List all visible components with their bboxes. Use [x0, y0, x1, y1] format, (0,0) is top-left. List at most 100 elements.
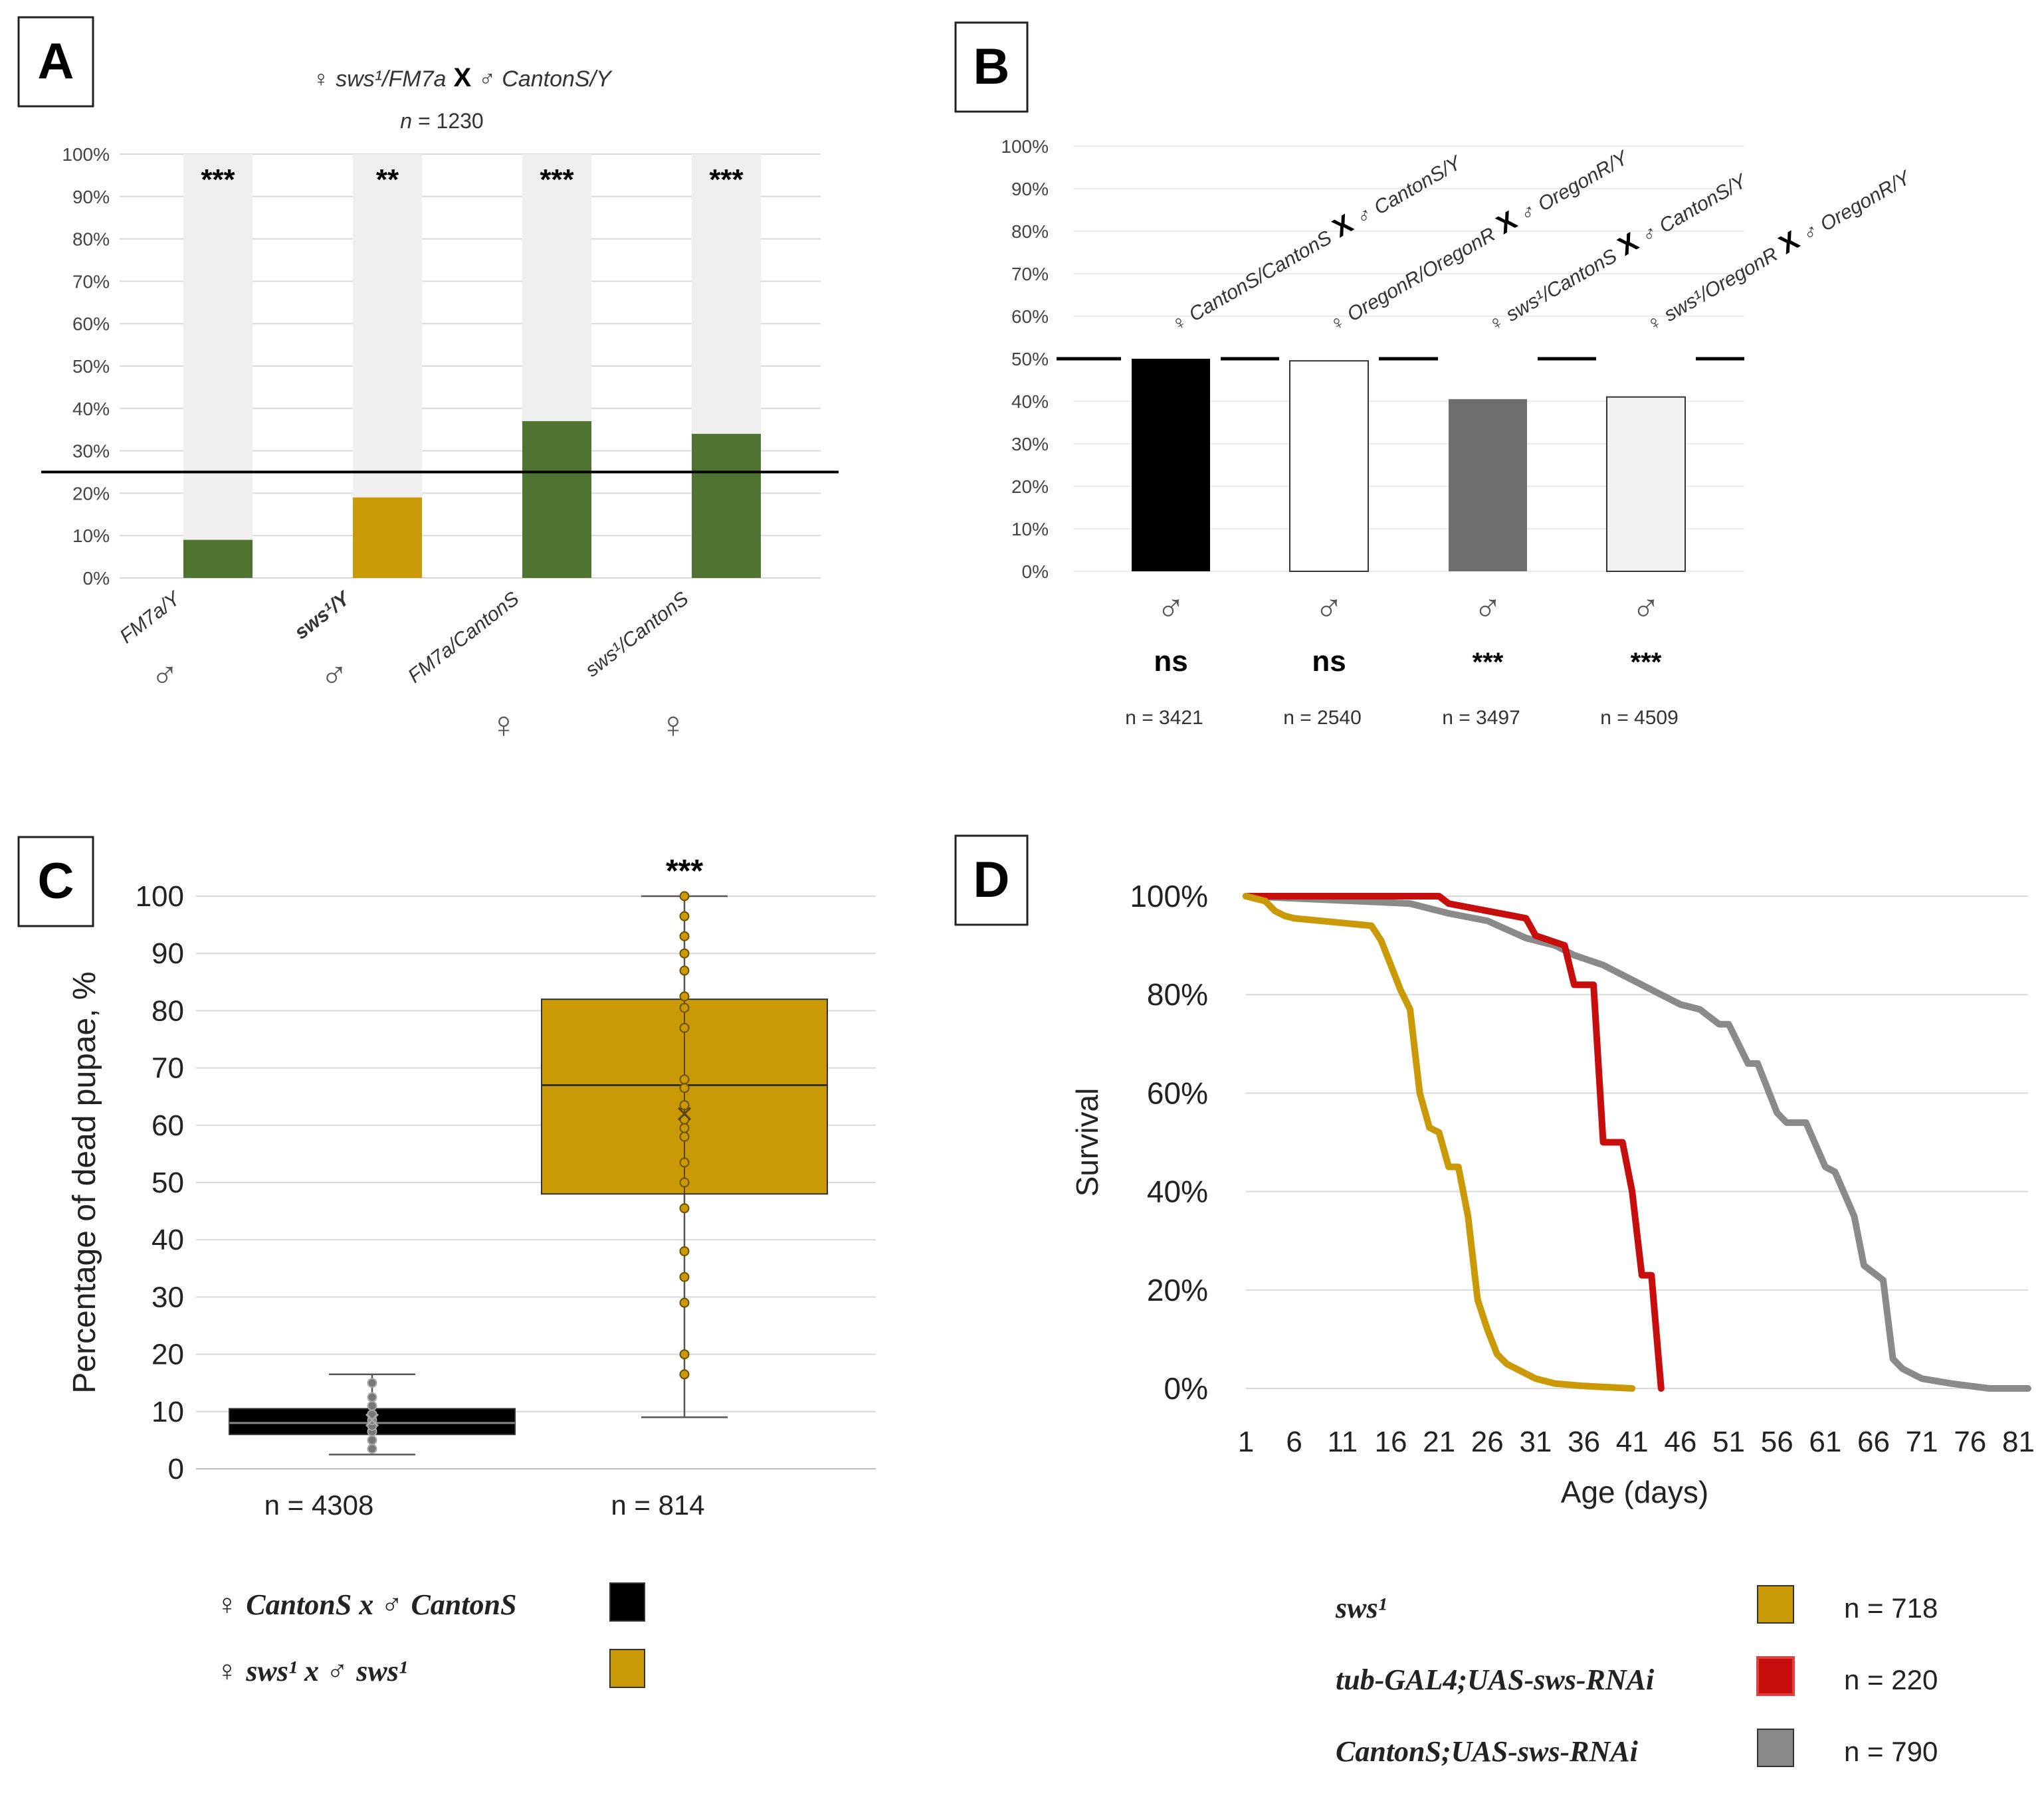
panel-a-ytick: 100% [62, 144, 110, 165]
panel-d-ytick: 100% [1130, 879, 1208, 913]
panel-c-data-point [679, 948, 690, 959]
panel-c-ylabel: Percentage of dead pupae, % [67, 971, 102, 1393]
panel-c-data-point [679, 1177, 690, 1188]
panel-d-survival-line [1243, 893, 1665, 1392]
panel-d-xtick: 16 [1374, 1426, 1407, 1458]
panel-c-significance: *** [666, 854, 703, 889]
panel-b-sex-symbol: ♂ [1314, 587, 1344, 630]
panel-a-title: ♀ sws¹/FM7a X ♂ CantonS/Y [312, 63, 613, 92]
panel-d-survival-line [1243, 893, 2031, 1392]
panel-c-data-point [367, 1400, 377, 1411]
panel-b-ytick: 80% [1011, 221, 1049, 242]
panel-b-bar [1289, 360, 1369, 572]
panel-b-ytick: 90% [1011, 179, 1049, 199]
svg-text:A: A [38, 33, 74, 90]
panel-b-n-label: n = 2540 [1283, 707, 1362, 729]
panel-d-survival-line [1243, 893, 1636, 1392]
panel-a-bar-background [692, 154, 761, 434]
panel-c-data-point [679, 991, 690, 1002]
panel-a-bar-background [353, 154, 422, 498]
panel-b-significance: ns [1154, 645, 1187, 678]
panel-b-ytick: 0% [1022, 561, 1049, 582]
panel-c-ytick: 80 [152, 994, 184, 1027]
panel-d-legend-swatch [1756, 1656, 1795, 1696]
panel-b-n-label: n = 4509 [1600, 707, 1679, 729]
panel-label-c: C [17, 836, 94, 927]
panel-d-xtick: 41 [1616, 1426, 1649, 1458]
panel-b-chart: 0% 10% 20% 30% 40% 50% 60% 70% 80% 90% 100% ♀ Canto… [1001, 136, 1916, 729]
panel-a-bar-background [522, 154, 591, 421]
panel-b-sex-symbol: ♂ [1156, 587, 1185, 630]
panel-b-bar [1449, 399, 1527, 571]
panel-d-xtick: 71 [1906, 1426, 1938, 1458]
panel-c-legend-swatch [609, 1649, 645, 1688]
panel-d-legend-label: CantonS;UAS-sws-RNAi [1336, 1735, 1639, 1768]
panel-a-ytick: 50% [72, 356, 110, 377]
panel-b-bar [1132, 359, 1210, 571]
panel-a-bar-background [183, 154, 253, 540]
svg-text:D: D [973, 852, 1010, 908]
panel-c-data-point [679, 965, 690, 976]
panel-b-ytick: 30% [1011, 434, 1049, 454]
panel-d-ylabel: Survival [1070, 1088, 1104, 1197]
panel-a-bar [353, 497, 422, 578]
panel-d-xtick: 66 [1857, 1426, 1890, 1458]
panel-d-xlabel: Age (days) [1561, 1475, 1708, 1509]
panel-b-significance: *** [1631, 648, 1662, 677]
panel-b-n-label: n = 3497 [1442, 707, 1520, 729]
svg-text:C: C [38, 853, 74, 909]
panel-d-xtick: 76 [1954, 1426, 1986, 1458]
panel-c-data-point [367, 1435, 377, 1446]
panel-a-ytick: 10% [72, 525, 110, 546]
panel-label-a: A [17, 16, 94, 108]
panel-c-data-point [367, 1378, 377, 1388]
panel-c-chart: 0 10 20 30 40 50 60 70 80 90 100 Percentage of dead… [67, 854, 876, 1688]
panel-c-data-point [679, 1246, 690, 1256]
panel-b-cross-label: ♀ sws¹/OregonR X ♂ OregonR/Y [1640, 161, 1916, 337]
panel-d-ytick: 80% [1147, 977, 1208, 1012]
panel-c-data-point [679, 1123, 690, 1133]
panel-c-mean-marker [365, 1413, 379, 1427]
panel-c-data-point [679, 1074, 690, 1085]
panel-b-ytick: 50% [1011, 349, 1049, 369]
panel-c-data-point [679, 1022, 690, 1033]
panel-c-ytick: 50 [152, 1167, 184, 1199]
panel-d-chart: 0%20%40%60%80%100%1 6 11 16 21 26 31 36 41 46 51 56… [1070, 879, 2035, 1768]
panel-a-significance: ** [376, 163, 399, 196]
panel-a-category-label: FM7a/Y [116, 587, 185, 648]
panel-d-ytick: 0% [1164, 1371, 1208, 1406]
panel-a-sex-symbol: ♀ [659, 704, 687, 745]
panel-a-ytick: 60% [72, 314, 110, 334]
panel-a-ytick: 70% [72, 271, 110, 292]
panel-a-bar [183, 539, 253, 578]
panel-a-chart: ♀ sws¹/FM7a X ♂ CantonS/Y n = 1230 0% 10% 20… [41, 63, 839, 745]
panel-d-xtick: 6 [1286, 1426, 1302, 1458]
panel-d-legend-label: sws¹ [1335, 1592, 1387, 1624]
panel-b-bar [1606, 396, 1686, 572]
panel-c-data-point [679, 1100, 690, 1111]
svg-text:B: B [973, 39, 1010, 95]
panel-c-data-point [679, 931, 690, 941]
panel-a-ytick: 20% [72, 483, 110, 504]
panel-c-mean-marker [677, 1107, 692, 1121]
panel-c-ytick: 60 [152, 1109, 184, 1142]
panel-d-xtick: 36 [1568, 1426, 1600, 1458]
panel-c-ytick: 70 [152, 1052, 184, 1085]
panel-c-data-point [679, 1203, 690, 1214]
panel-c-data-point [679, 1349, 690, 1360]
panel-c-legend-swatch [609, 1582, 645, 1622]
panel-d-legend-swatch [1757, 1729, 1794, 1767]
panel-a-ytick: 80% [72, 229, 110, 250]
panel-c-ytick: 90 [152, 937, 184, 970]
panel-c-data-point [679, 1157, 690, 1168]
panel-b-bar-gap [1596, 354, 1696, 363]
panel-c-ytick: 100 [136, 880, 184, 913]
panel-a-ytick: 30% [72, 441, 110, 462]
panel-b-ytick: 60% [1011, 306, 1049, 327]
panel-b-cross-label: ♀ OregonR/OregonR X ♂ OregonR/Y [1323, 141, 1634, 337]
panel-d-ytick: 40% [1147, 1175, 1208, 1209]
panel-a-category-label: sws¹/CantonS [581, 588, 692, 682]
panel-a-sex-symbol: ♂ [320, 654, 348, 696]
panel-d-xtick: 11 [1327, 1426, 1358, 1458]
panel-c-data-point [679, 1297, 690, 1308]
